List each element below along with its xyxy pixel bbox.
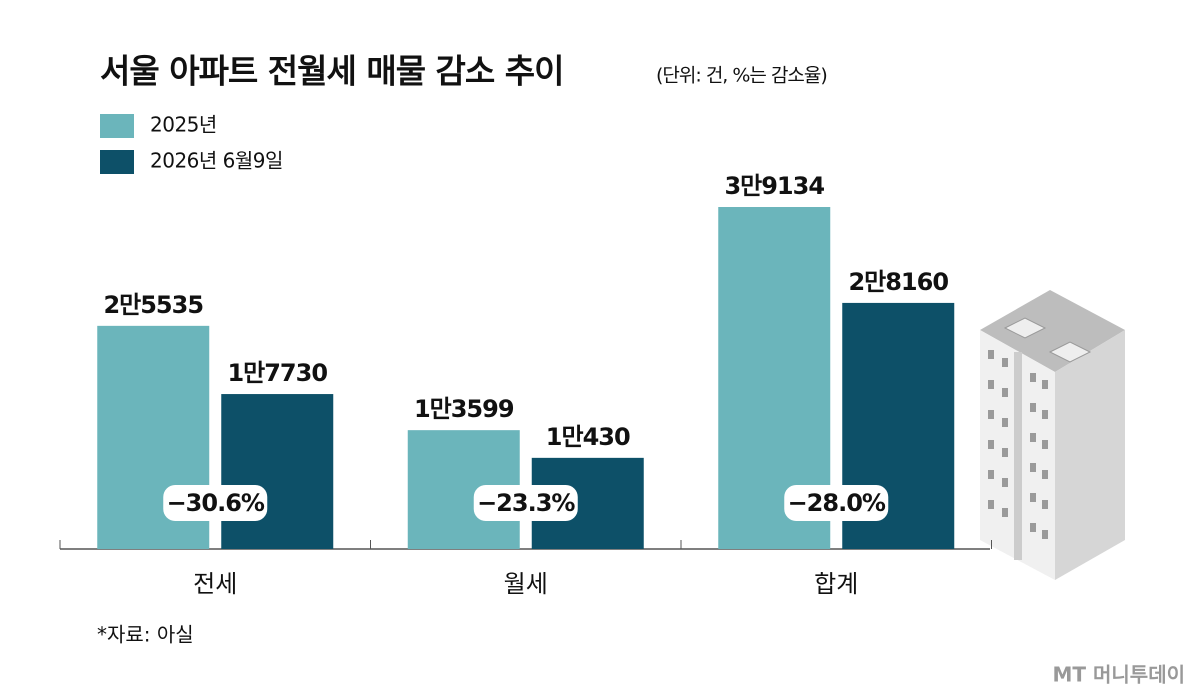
x-tick-label: 월세 <box>504 570 548 598</box>
chart-title: 서울 아파트 전월세 매물 감소 추이 <box>100 52 563 91</box>
legend-label: 2026년 6월9일 <box>150 149 283 173</box>
value-label: 3만9134 <box>724 172 824 200</box>
building-illustration <box>980 290 1125 580</box>
unit-note: (단위: 건, %는 감소율) <box>656 65 827 87</box>
bar <box>221 394 334 549</box>
x-tick-label: 합계 <box>814 570 858 598</box>
value-label: 1만430 <box>546 423 630 451</box>
x-tick-label: 전세 <box>193 570 237 598</box>
change-badge <box>473 485 578 521</box>
value-label: 2만5535 <box>103 291 203 319</box>
source: *자료: 아실 <box>97 623 194 647</box>
change-label: −30.6% <box>167 489 265 517</box>
change-badge <box>163 485 268 521</box>
legend-label: 2025년 <box>150 113 217 137</box>
change-label: −23.3% <box>477 489 575 517</box>
legend-swatch <box>100 114 134 138</box>
watermark: MT 머니투데이 <box>1052 663 1185 687</box>
legend-swatch <box>100 150 134 174</box>
change-label: −28.0% <box>788 489 886 517</box>
value-label: 2만8160 <box>848 268 948 296</box>
change-badge <box>784 485 889 521</box>
value-label: 1만3599 <box>414 395 514 423</box>
value-label: 1만7730 <box>227 359 327 387</box>
